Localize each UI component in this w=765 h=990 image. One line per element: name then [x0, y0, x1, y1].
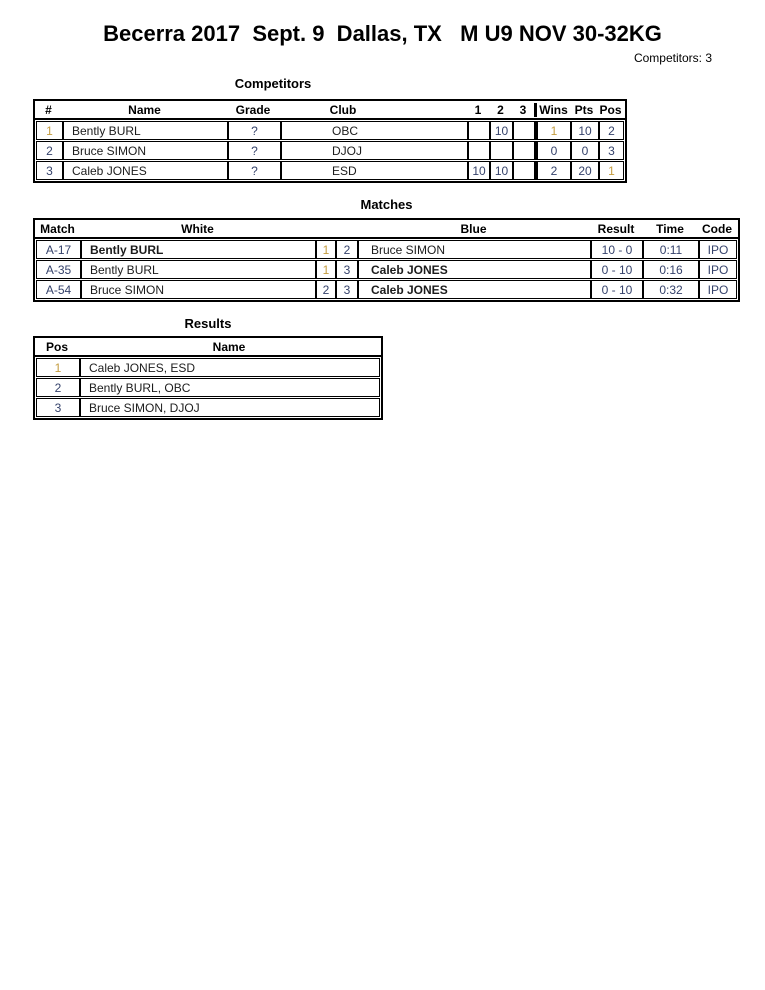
cell-pos: 1	[36, 358, 80, 377]
cell-score3	[513, 161, 535, 180]
col-header-time: Time	[656, 221, 684, 236]
cell-number: 2	[36, 141, 63, 160]
cell-result: 10 - 0	[591, 240, 643, 259]
cell-grade: ?	[228, 141, 281, 160]
cell-name: Bruce SIMON	[63, 141, 228, 160]
competitors-header-row: # Name Grade Club 1 2 3 Wins Pts Pos	[35, 101, 625, 120]
col-header-code: Code	[702, 221, 732, 236]
cell-match-id: A-54	[36, 280, 81, 299]
col-header-blue: Blue	[460, 221, 487, 236]
cell-white-name: Bently BURL	[81, 240, 316, 259]
col-header-round3: 3	[519, 102, 527, 117]
cell-white-number: 1	[316, 240, 336, 259]
cell-wins: 2	[535, 161, 571, 180]
results-table: Pos Name 1 Caleb JONES, ESD 2 Bently BUR…	[33, 336, 383, 420]
cell-blue-name: Caleb JONES	[358, 280, 591, 299]
cell-score2: 10	[490, 121, 513, 140]
competitors-count: Competitors: 3	[633, 51, 712, 65]
competitors-section-title: Competitors	[234, 76, 312, 91]
cell-blue-number: 3	[336, 280, 358, 299]
match-row: A-35 Bently BURL 1 3 Caleb JONES 0 - 10 …	[36, 260, 737, 279]
cell-white-name: Bently BURL	[81, 260, 316, 279]
col-header-wins: Wins	[534, 102, 570, 117]
cell-code: IPO	[699, 280, 737, 299]
cell-wins: 0	[535, 141, 571, 160]
cell-score3	[513, 121, 535, 140]
match-row: A-54 Bruce SIMON 2 3 Caleb JONES 0 - 10 …	[36, 280, 737, 299]
cell-white-name: Bruce SIMON	[81, 280, 316, 299]
cell-score1: 10	[468, 161, 490, 180]
matches-table: Match White Blue Result Time Code A-17 B…	[33, 218, 740, 302]
cell-time: 0:32	[643, 280, 699, 299]
cell-score2	[490, 141, 513, 160]
cell-name: Bruce SIMON, DJOJ	[80, 398, 380, 417]
competitor-row: 2 Bruce SIMON ? DJOJ 0 0 3	[36, 141, 624, 160]
match-row: A-17 Bently BURL 1 2 Bruce SIMON 10 - 0 …	[36, 240, 737, 259]
cell-blue-number: 3	[336, 260, 358, 279]
cell-result: 0 - 10	[591, 260, 643, 279]
cell-score3	[513, 141, 535, 160]
cell-pts: 0	[571, 141, 599, 160]
col-header-pos: Pos	[599, 102, 622, 117]
cell-code: IPO	[699, 240, 737, 259]
cell-pos: 3	[36, 398, 80, 417]
cell-number: 1	[36, 121, 63, 140]
competitor-row: 1 Bently BURL ? OBC 10 1 10 2	[36, 121, 624, 140]
cell-club: DJOJ	[281, 141, 468, 160]
cell-name: Caleb JONES, ESD	[80, 358, 380, 377]
col-header-result: Result	[597, 221, 635, 236]
results-section-title: Results	[184, 316, 232, 331]
cell-match-id: A-17	[36, 240, 81, 259]
col-header-match: Match	[40, 221, 75, 236]
cell-time: 0:11	[643, 240, 699, 259]
cell-score1	[468, 141, 490, 160]
col-header-name: Name	[128, 102, 161, 117]
cell-time: 0:16	[643, 260, 699, 279]
cell-grade: ?	[228, 161, 281, 180]
col-header-number: #	[45, 102, 52, 117]
tournament-title: Becerra 2017 Sept. 9 Dallas, TX M U9 NOV…	[103, 21, 662, 46]
cell-name: Bently BURL, OBC	[80, 378, 380, 397]
cell-white-number: 2	[316, 280, 336, 299]
cell-club: OBC	[281, 121, 468, 140]
cell-white-number: 1	[316, 260, 336, 279]
col-header-round2: 2	[497, 102, 504, 117]
cell-result: 0 - 10	[591, 280, 643, 299]
cell-score2: 10	[490, 161, 513, 180]
col-header-white: White	[181, 221, 214, 236]
result-row: 1 Caleb JONES, ESD	[36, 358, 380, 377]
col-header-round1: 1	[474, 102, 482, 117]
col-header-name: Name	[212, 339, 246, 354]
cell-name: Bently BURL	[63, 121, 228, 140]
cell-pts: 10	[571, 121, 599, 140]
cell-grade: ?	[228, 121, 281, 140]
matches-section-title: Matches	[360, 197, 413, 212]
cell-blue-name: Bruce SIMON	[358, 240, 591, 259]
competitor-row: 3 Caleb JONES ? ESD 10 10 2 20 1	[36, 161, 624, 180]
cell-number: 3	[36, 161, 63, 180]
cell-club: ESD	[281, 161, 468, 180]
cell-pos: 2	[36, 378, 80, 397]
col-header-pos: Pos	[45, 339, 68, 354]
cell-match-id: A-35	[36, 260, 81, 279]
cell-blue-number: 2	[336, 240, 358, 259]
results-header-row: Pos Name	[35, 338, 381, 357]
cell-code: IPO	[699, 260, 737, 279]
cell-blue-name: Caleb JONES	[358, 260, 591, 279]
cell-name: Caleb JONES	[63, 161, 228, 180]
competitors-table: # Name Grade Club 1 2 3 Wins Pts Pos 1 B…	[33, 99, 627, 183]
cell-wins: 1	[535, 121, 571, 140]
cell-pos: 1	[599, 161, 624, 180]
col-header-pts: Pts	[574, 102, 594, 117]
col-header-club: Club	[329, 102, 357, 117]
result-row: 2 Bently BURL, OBC	[36, 378, 380, 397]
col-header-grade: Grade	[235, 102, 271, 117]
result-row: 3 Bruce SIMON, DJOJ	[36, 398, 380, 417]
cell-score1	[468, 121, 490, 140]
cell-pos: 3	[599, 141, 624, 160]
cell-pts: 20	[571, 161, 599, 180]
matches-header-row: Match White Blue Result Time Code	[35, 220, 738, 239]
cell-pos: 2	[599, 121, 624, 140]
